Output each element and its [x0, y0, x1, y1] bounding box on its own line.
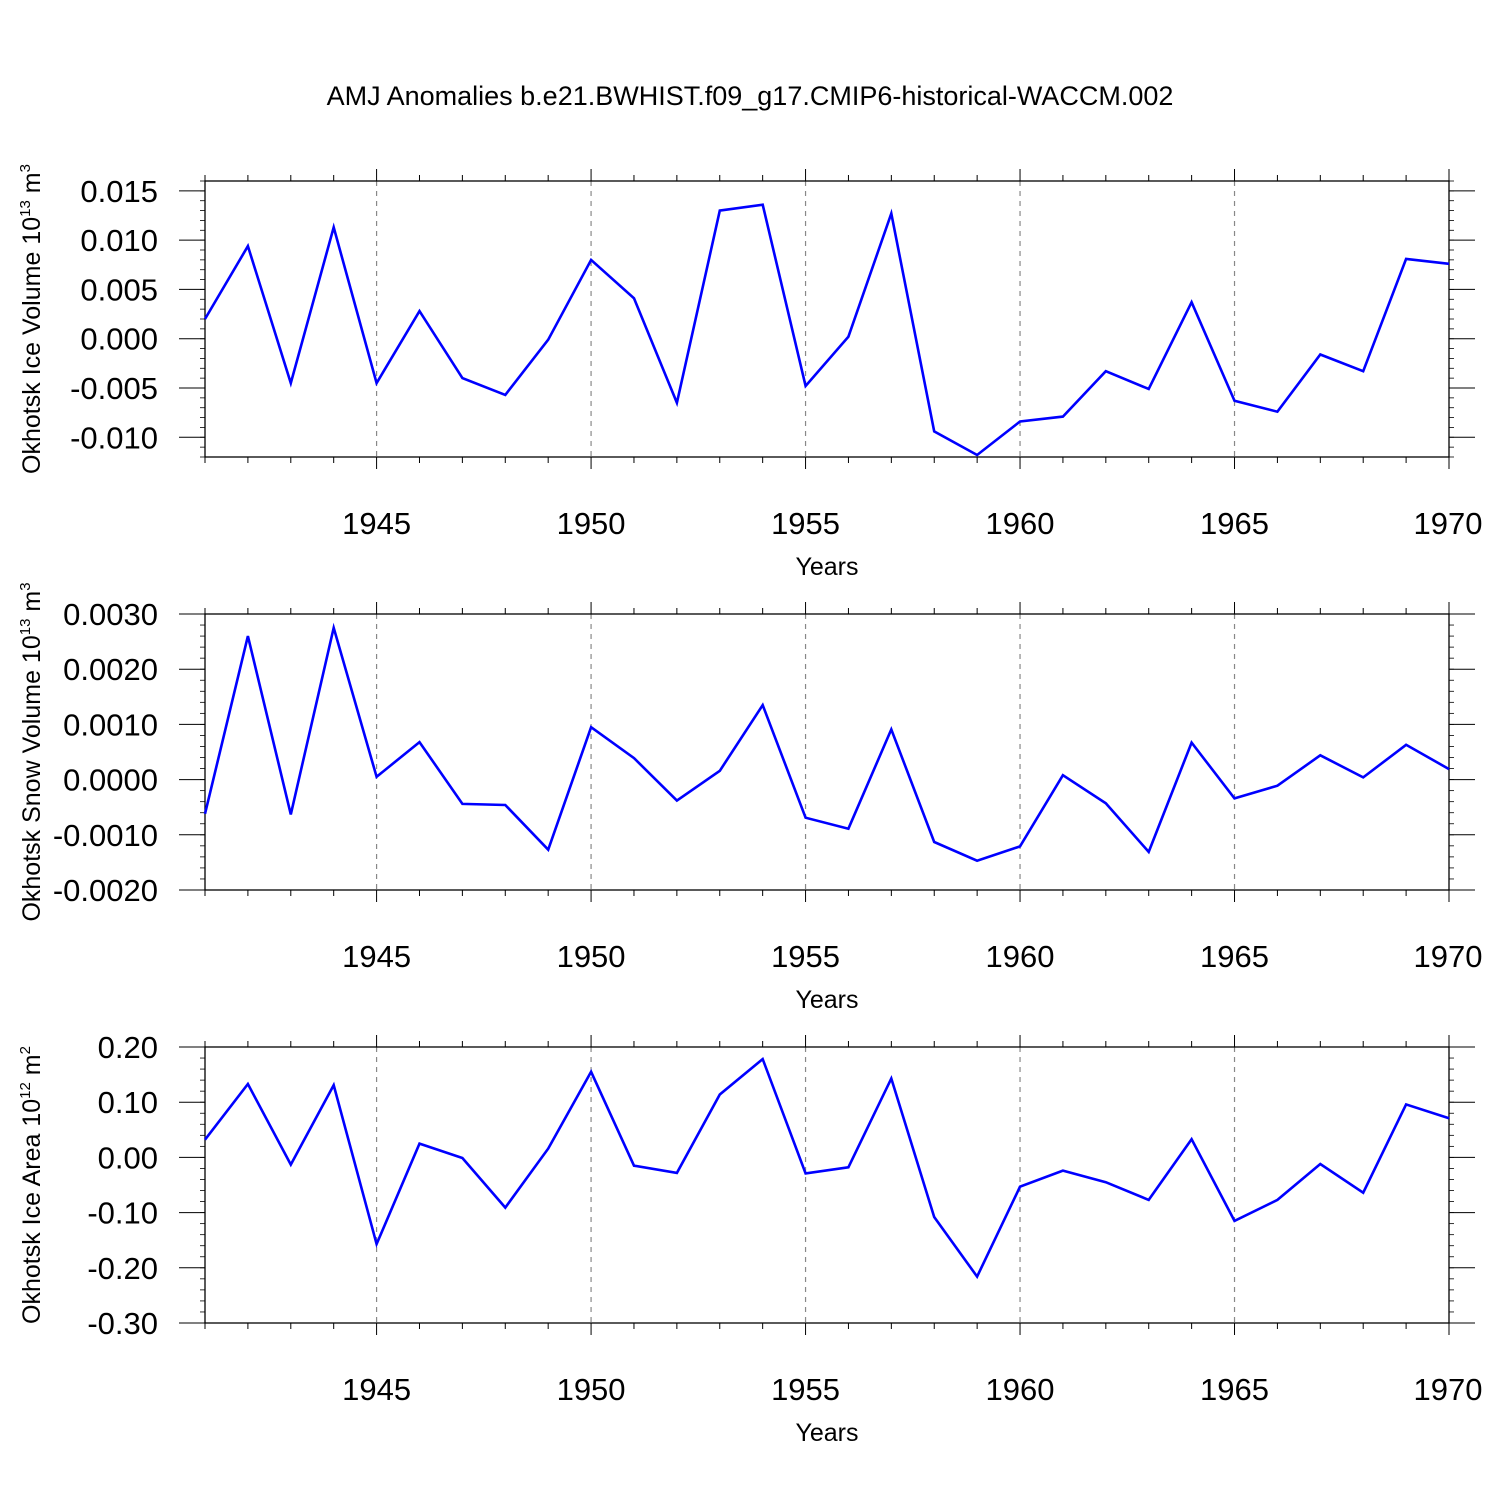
- x-tick-label: 1950: [557, 1372, 626, 1407]
- y-tick-label: -0.0010: [53, 818, 158, 853]
- x-tick-label: 1955: [771, 939, 840, 974]
- x-axis-label: Years: [795, 553, 858, 581]
- y-tick-label: 0.0030: [63, 597, 158, 632]
- y-tick-label: 0.015: [80, 174, 158, 209]
- x-tick-label: 1965: [1200, 1372, 1269, 1407]
- x-tick-label: 1955: [771, 1372, 840, 1407]
- y-tick-label: 0.005: [80, 272, 158, 307]
- x-tick-label: 1950: [557, 506, 626, 541]
- y-tick-label: -0.010: [70, 420, 158, 455]
- x-tick-label: 1970: [1414, 1372, 1483, 1407]
- x-tick-label: 1955: [771, 506, 840, 541]
- y-tick-label: 0.0010: [63, 707, 158, 742]
- y-axis-label: Okhotsk Ice Area 1012 m2: [17, 1046, 46, 1324]
- y-axis-label-exp: 13: [17, 619, 34, 636]
- y-tick-label: -0.20: [87, 1251, 158, 1286]
- x-axis-label: Years: [795, 1419, 858, 1447]
- y-tick-label: -0.30: [87, 1306, 158, 1341]
- x-tick-label: 1945: [342, 1372, 411, 1407]
- y-axis-label-text: Okhotsk Ice Volume 10: [18, 217, 46, 474]
- y-axis-label-text: Okhotsk Ice Area 10: [18, 1099, 46, 1324]
- y-axis-label-text: Okhotsk Snow Volume 10: [18, 635, 46, 921]
- x-tick-label: 1970: [1414, 939, 1483, 974]
- y-tick-label: 0.010: [80, 223, 158, 258]
- x-tick-label: 1960: [986, 939, 1055, 974]
- x-tick-label: 1945: [342, 939, 411, 974]
- y-axis-label-exp: 13: [17, 200, 34, 217]
- y-tick-label: -0.0020: [53, 873, 158, 908]
- y-axis-label-unit-exp: 3: [17, 582, 34, 590]
- x-tick-label: 1960: [986, 1372, 1055, 1407]
- y-tick-label: -0.005: [70, 371, 158, 406]
- y-tick-label: 0.000: [80, 322, 158, 357]
- plot-frame: [204, 1046, 1450, 1324]
- x-tick-label: 1960: [986, 506, 1055, 541]
- y-axis-label-unit-exp: 3: [17, 164, 34, 172]
- y-tick-label: 0.00: [98, 1140, 158, 1175]
- chart-panel-3: 0.20 0.10 0.00 -0.10 -0.20 -0.30 1945 1950 1955 1…: [17, 1030, 1482, 1447]
- y-tick-label: -0.10: [87, 1196, 158, 1231]
- chart-panel-2: 0.0030 0.0020 0.0010 0.0000 -0.0010 -0.0020 19…: [17, 582, 1482, 1014]
- series-line: [203, 622, 1450, 863]
- y-axis-label-unit: m: [18, 591, 46, 619]
- y-axis-label-unit: m: [18, 1054, 46, 1082]
- y-axis-label: Okhotsk Snow Volume 1013 m3: [17, 582, 46, 921]
- x-tick-label: 1945: [342, 506, 411, 541]
- y-tick-label: 0.20: [98, 1030, 158, 1065]
- plot-frame: [204, 613, 1450, 891]
- chart-title: AMJ Anomalies b.e21.BWHIST.f09_g17.CMIP6…: [327, 81, 1174, 111]
- y-axis-label-exp: 12: [17, 1082, 34, 1099]
- series-line: [203, 1056, 1450, 1280]
- x-tick-label: 1965: [1200, 506, 1269, 541]
- plot-frame: [204, 180, 1450, 458]
- x-tick-label: 1970: [1414, 506, 1483, 541]
- y-axis-label: Okhotsk Ice Volume 1013 m3: [17, 164, 46, 474]
- x-axis-label: Years: [795, 986, 858, 1014]
- series-line: [203, 203, 1450, 457]
- y-tick-label: 0.10: [98, 1085, 158, 1120]
- chart-panel-1: 0.015 0.010 0.005 0.000 -0.005 -0.010 1945 1950…: [17, 164, 1482, 581]
- y-tick-label: 0.0000: [63, 763, 158, 798]
- x-tick-label: 1950: [557, 939, 626, 974]
- y-axis-label-unit: m: [18, 172, 46, 200]
- panels: 0.015 0.010 0.005 0.000 -0.005 -0.010 1945 1950…: [17, 164, 1482, 1447]
- y-tick-label: 0.0020: [63, 652, 158, 687]
- x-tick-label: 1965: [1200, 939, 1269, 974]
- y-axis-label-unit-exp: 2: [17, 1046, 34, 1054]
